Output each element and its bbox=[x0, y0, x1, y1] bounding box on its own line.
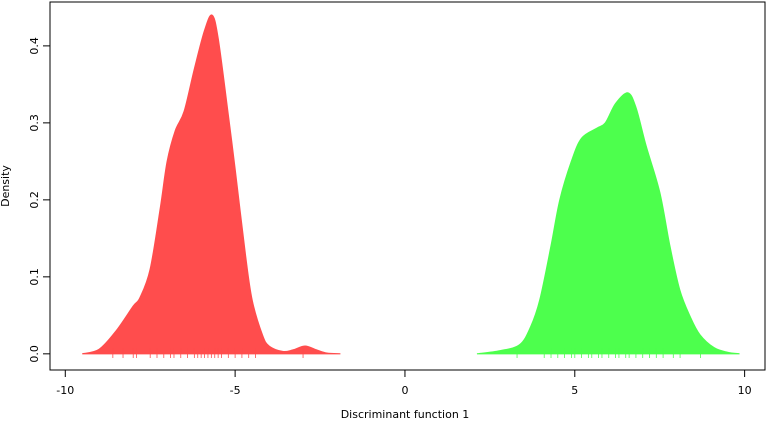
y-tick-label: 0.0 bbox=[28, 345, 41, 363]
y-tick-label: 0.1 bbox=[28, 268, 41, 286]
density-area bbox=[476, 92, 740, 355]
density-area bbox=[82, 14, 341, 355]
y-tick-label: 0.4 bbox=[28, 37, 41, 55]
x-axis-label: Discriminant function 1 bbox=[341, 408, 470, 421]
y-tick-label: 0.3 bbox=[28, 114, 41, 132]
x-tick-label: 10 bbox=[738, 384, 752, 397]
x-tick-label: -5 bbox=[230, 384, 241, 397]
x-tick-label: -10 bbox=[56, 384, 74, 397]
y-tick-label: 0.2 bbox=[28, 191, 41, 209]
x-tick-label: 5 bbox=[571, 384, 578, 397]
x-tick-label: 0 bbox=[401, 384, 408, 397]
y-axis-label: Density bbox=[0, 165, 12, 207]
